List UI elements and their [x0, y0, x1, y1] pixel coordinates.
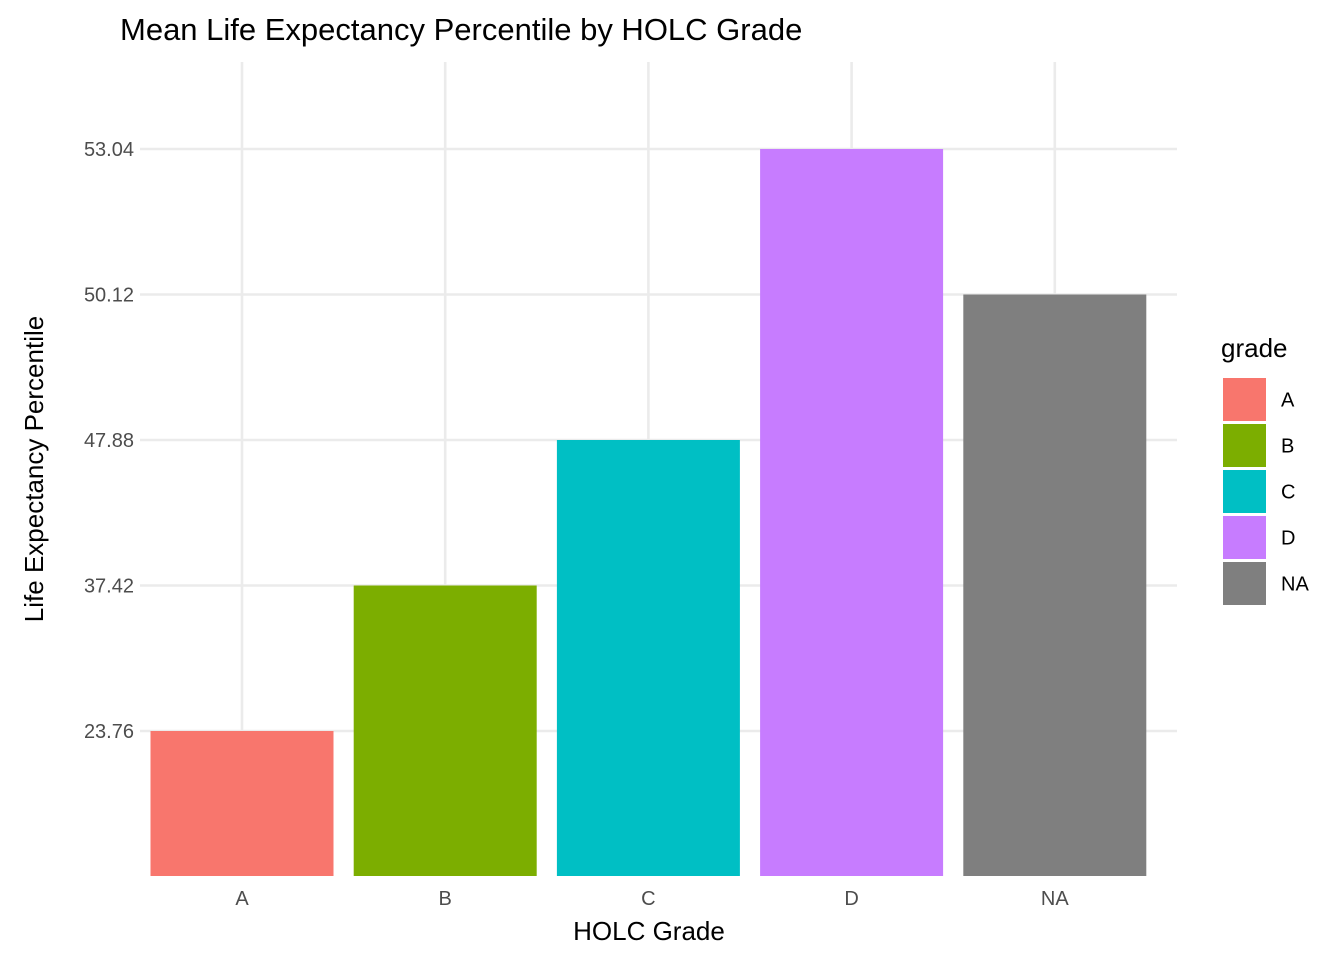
legend-label: A: [1281, 390, 1295, 412]
x-axis-title: HOLC Grade: [573, 916, 725, 946]
x-tick-labels: A B C D NA: [235, 888, 1069, 910]
legend-label: NA: [1281, 574, 1309, 596]
bar-a: [150, 731, 334, 876]
y-tick-label: 53.04: [84, 139, 134, 161]
legend-key-na: [1223, 562, 1266, 605]
x-tick-label: A: [235, 888, 249, 910]
y-axis-title: Life Expectancy Percentile: [19, 316, 49, 622]
legend: A B C D NA: [1223, 378, 1309, 605]
legend-label: B: [1281, 436, 1294, 458]
y-tick-labels: 23.76 37.42 47.88 50.12 53.04: [84, 139, 134, 743]
x-tick-label: B: [439, 888, 452, 910]
bar-na: [963, 294, 1147, 876]
bar-d: [760, 149, 944, 876]
x-tick-label: C: [641, 888, 655, 910]
y-tick-label: 47.88: [84, 430, 134, 452]
legend-key-c: [1223, 470, 1266, 513]
bars: [150, 149, 1147, 876]
legend-label: D: [1281, 528, 1295, 550]
legend-key-a: [1223, 378, 1266, 421]
legend-key-d: [1223, 516, 1266, 559]
bar-c: [556, 440, 740, 876]
x-tick-label: NA: [1041, 888, 1069, 910]
y-tick-label: 50.12: [84, 285, 134, 307]
bar-b: [353, 585, 537, 876]
legend-title: grade: [1221, 333, 1288, 363]
x-tick-label: D: [844, 888, 858, 910]
y-tick-label: 23.76: [84, 721, 134, 743]
legend-key-b: [1223, 424, 1266, 467]
legend-label: C: [1281, 482, 1295, 504]
chart-title: Mean Life Expectancy Percentile by HOLC …: [120, 12, 802, 47]
y-tick-label: 37.42: [84, 576, 134, 598]
